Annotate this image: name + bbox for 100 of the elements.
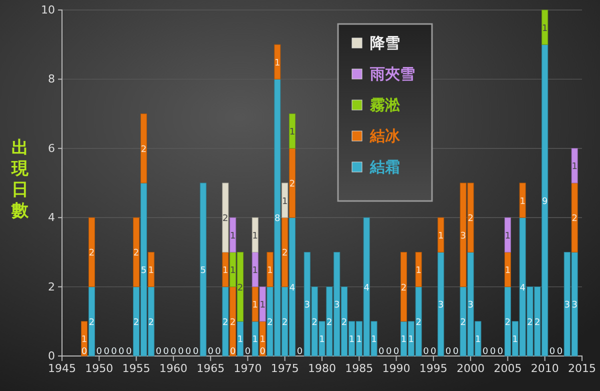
bar <box>140 114 147 184</box>
annotation: 0 <box>230 347 236 357</box>
data-label: 2 <box>140 144 147 155</box>
x-tick-label: 1965 <box>196 362 225 375</box>
x-tick-label: 1950 <box>85 362 114 375</box>
data-label: 1 <box>260 300 266 311</box>
data-label: 2 <box>326 318 332 328</box>
data-label: 2 <box>534 318 540 328</box>
bar <box>282 182 288 218</box>
bar <box>438 217 444 252</box>
bar <box>415 252 422 288</box>
data-label: 0 <box>378 347 385 357</box>
data-label: 2 <box>289 180 296 190</box>
bar <box>519 182 526 218</box>
data-label: 1 <box>542 24 548 34</box>
data-label: 1 <box>408 335 414 346</box>
bar <box>252 321 258 356</box>
x-tick-label: 1970 <box>234 362 262 375</box>
data-label: 3 <box>304 300 310 311</box>
data-label: 0 <box>81 347 88 357</box>
data-label: 2 <box>222 318 228 328</box>
legend-label: 降雪 <box>370 34 400 52</box>
bar <box>438 252 444 356</box>
bar <box>571 148 578 184</box>
data-label: 4 <box>289 283 296 294</box>
y-tick-label: 2 <box>48 280 55 294</box>
data-label: 0 <box>445 347 452 357</box>
bar <box>252 217 258 252</box>
x-tick-label: 1990 <box>382 362 410 375</box>
data-label: 1 <box>504 231 511 242</box>
data-label: 1 <box>319 335 325 346</box>
bar <box>274 44 281 80</box>
y-tick-label: 8 <box>48 72 55 86</box>
data-label: 1 <box>520 196 526 207</box>
data-label: 8 <box>274 214 281 224</box>
data-label: 2 <box>230 318 236 328</box>
legend-label: 雨夾雪 <box>369 65 415 83</box>
data-label: 1 <box>230 266 236 276</box>
data-label: 1 <box>504 266 511 276</box>
data-label: 1 <box>400 335 407 346</box>
data-label: 2 <box>88 248 95 259</box>
data-label: 0 <box>452 347 459 357</box>
bar <box>400 252 407 322</box>
data-label: 0 <box>163 347 170 357</box>
data-label: 0 <box>244 347 251 357</box>
data-label: 0 <box>549 347 556 357</box>
data-label: 0 <box>170 347 177 357</box>
data-label: 2 <box>282 318 288 328</box>
data-label: 2 <box>88 318 95 328</box>
data-label: 0 <box>104 347 110 357</box>
x-tick-label: 2005 <box>494 362 522 375</box>
x-tick-label: 1985 <box>345 362 374 375</box>
data-label: 2 <box>267 318 273 328</box>
data-label: 2 <box>222 214 228 224</box>
data-label: 2 <box>133 318 140 328</box>
data-label: 0 <box>296 347 303 357</box>
data-label: 2 <box>504 318 511 328</box>
bar <box>148 252 154 288</box>
text: 結霜 <box>369 158 400 176</box>
x-tick-label: 2010 <box>530 362 559 375</box>
data-label: 2 <box>400 283 407 294</box>
bar <box>222 182 229 252</box>
bar <box>571 182 578 252</box>
data-label: 2 <box>282 248 288 259</box>
data-label: 4 <box>520 283 526 294</box>
data-label: 1 <box>267 266 273 276</box>
bar <box>504 252 511 288</box>
data-label: 3 <box>438 300 444 311</box>
x-tick-label: 1975 <box>270 362 299 375</box>
data-label: 1 <box>252 335 258 346</box>
data-label: 1 <box>252 231 258 242</box>
data-label: 5 <box>140 266 147 276</box>
data-label: 2 <box>527 318 533 328</box>
x-tick-label: 1945 <box>48 362 76 375</box>
data-label: 3 <box>572 300 578 311</box>
data-label: 3 <box>468 300 474 311</box>
data-label: 0 <box>430 347 437 357</box>
data-label: 0 <box>386 347 392 357</box>
bar <box>88 286 95 356</box>
y-tick-label: 4 <box>48 211 55 224</box>
data-label: 3 <box>460 231 466 242</box>
data-label: 0 <box>423 347 430 357</box>
data-label: 1 <box>356 335 362 346</box>
data-label: 1 <box>237 335 244 346</box>
data-label: 1 <box>512 335 518 346</box>
data-label: 2 <box>148 318 154 328</box>
data-label: 1 <box>371 335 377 346</box>
data-label: 0 <box>208 347 214 357</box>
data-label: 2 <box>312 318 318 328</box>
x-tick-label: 1960 <box>159 362 188 375</box>
bar <box>133 217 140 288</box>
x-tick-label: 2000 <box>456 362 485 375</box>
bar <box>289 148 296 218</box>
data-label: 2 <box>468 214 474 224</box>
data-label: 0 <box>556 347 563 357</box>
x-tick-label: 1955 <box>122 362 150 375</box>
annotation: 0 <box>260 347 266 357</box>
data-label: 0 <box>96 347 102 357</box>
data-label: 0 <box>126 347 132 357</box>
data-label: 0 <box>490 347 496 357</box>
